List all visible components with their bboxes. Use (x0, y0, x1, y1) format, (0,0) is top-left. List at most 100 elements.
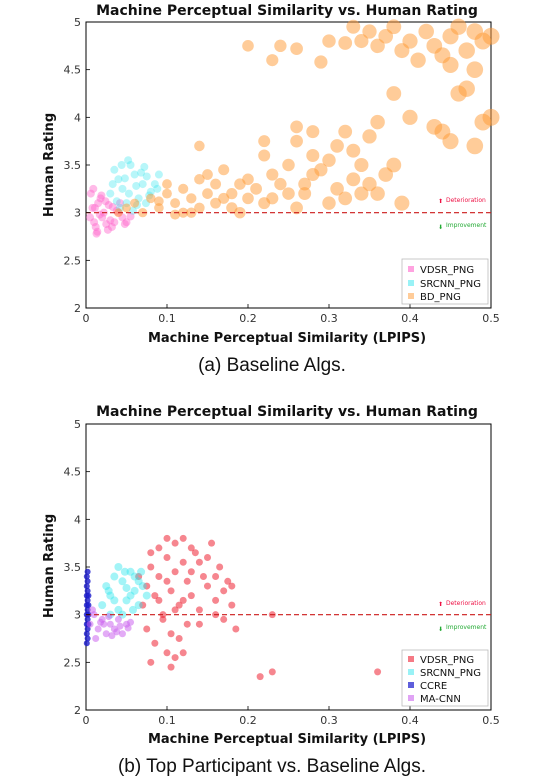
point-vdsr-png-36 (179, 649, 187, 657)
y-tick-label-0: 2 (74, 302, 81, 315)
point-bd-png-53 (322, 196, 336, 210)
point-srcnn-png-5 (126, 161, 135, 169)
point-bd-png-73 (178, 183, 189, 194)
point-srcnn-png-14 (140, 162, 149, 171)
point-vdsr-png-2 (147, 563, 155, 571)
ticks-a: 0 0.1 0.2 0.3 0.4 0.5 2 2.5 3 3.5 4 4.5 5 (64, 16, 500, 325)
point-bd-png-98 (266, 192, 279, 205)
point-vdsr-png-19 (216, 563, 224, 571)
point-bd-png-91 (194, 140, 205, 152)
point-bd-png-99 (290, 201, 303, 215)
point-vdsr-png-31 (175, 635, 183, 642)
point-vdsr-png-35 (171, 654, 179, 662)
point-bd-png-41 (306, 148, 320, 162)
point-ccre-6 (83, 583, 90, 590)
point-vdsr-png-22 (228, 601, 236, 609)
arrow-down-icon: ⬇ (438, 224, 443, 231)
point-srcnn-png-1 (114, 175, 123, 184)
point-srcnn-png-26 (117, 161, 126, 169)
point-srcnn-png-0 (98, 601, 107, 610)
x-axis-label-b: Machine Perceptual Similarity (LPIPS) (148, 732, 426, 747)
point-ccre-7 (83, 573, 90, 580)
point-vdsr-png-10 (179, 558, 187, 566)
y-axis-label-b: Human Rating (42, 514, 57, 618)
legend-swatch-srcnn-b (408, 669, 414, 675)
point-ccre-8 (84, 635, 91, 642)
point-vdsr-png-11 (93, 227, 102, 236)
y-tick-label-3: 3.5 (64, 561, 82, 574)
point-ma-cnn-19 (127, 618, 135, 626)
point-vdsr-png-32 (183, 620, 191, 628)
point-bd-png-26 (314, 55, 328, 69)
point-vdsr-png-38 (167, 663, 175, 671)
point-srcnn-png-4 (114, 605, 123, 614)
point-ma-cnn-0 (86, 620, 94, 628)
point-vdsr-png-23 (232, 625, 240, 633)
legend-label-ccre-b: CCRE (420, 681, 447, 692)
point-vdsr-png-34 (163, 649, 171, 657)
y-tick-label-2: 3 (74, 609, 81, 622)
point-ma-cnn-8 (118, 630, 126, 638)
point-vdsr-png-53 (195, 558, 203, 566)
point-vdsr-png-41 (374, 668, 382, 676)
point-bd-png-69 (130, 198, 140, 208)
point-bd-png-62 (186, 193, 197, 204)
point-bd-png-36 (402, 109, 418, 125)
marks-b (83, 534, 382, 681)
x-tick-label-0: 0 (83, 714, 90, 727)
legend-swatch-bd-a (408, 293, 414, 299)
x-tick-label-4: 0.4 (401, 312, 419, 325)
point-bd-png-14 (394, 43, 410, 59)
point-vdsr-png-28 (120, 220, 129, 229)
point-bd-png-74 (194, 174, 205, 185)
point-vdsr-png-0 (86, 213, 95, 222)
point-ma-cnn-14 (88, 606, 96, 614)
x-tick-label-0: 0 (83, 312, 90, 325)
point-srcnn-png-17 (126, 591, 135, 600)
point-bd-png-1 (362, 24, 377, 39)
point-bd-png-19 (354, 34, 369, 49)
point-srcnn-png-4 (118, 184, 127, 193)
point-bd-png-72 (162, 179, 172, 189)
point-vdsr-png-45 (143, 625, 151, 633)
point-ma-cnn-7 (114, 615, 122, 623)
point-vdsr-png-54 (212, 573, 220, 581)
point-vdsr-png-46 (155, 596, 163, 604)
annotation-deterioration-b: Deterioration (446, 600, 486, 607)
point-ma-cnn-17 (113, 628, 121, 636)
point-vdsr-png-1 (143, 582, 151, 590)
point-srcnn-png-14 (130, 572, 139, 581)
point-bd-png-100 (338, 191, 353, 206)
point-bd-png-67 (146, 193, 156, 204)
point-vdsr-png-14 (195, 606, 203, 614)
point-bd-png-83 (330, 182, 344, 196)
point-bd-png-97 (234, 178, 246, 190)
y-tick-label-5: 4.5 (64, 466, 82, 479)
point-srcnn-png-19 (142, 591, 151, 600)
point-bd-png-82 (306, 168, 320, 182)
point-srcnn-png-20 (104, 586, 113, 595)
point-bd-png-8 (450, 18, 467, 35)
point-bd-png-52 (370, 186, 385, 201)
point-vdsr-png-27 (97, 191, 106, 200)
point-bd-png-79 (250, 182, 262, 195)
chart-title-b: Machine Perceptual Similarity vs. Human … (96, 404, 478, 420)
point-vdsr-png-43 (195, 620, 203, 628)
point-vdsr-png-6 (163, 553, 171, 561)
x-tick-label-3: 0.3 (320, 714, 338, 727)
y-tick-label-2: 3 (74, 207, 81, 220)
point-vdsr-png-25 (126, 212, 135, 221)
point-vdsr-png-47 (171, 606, 179, 614)
point-bd-png-21 (322, 34, 336, 48)
point-ccre-13 (84, 587, 91, 594)
arrow-down-icon: ⬇ (438, 626, 443, 633)
point-srcnn-png-10 (146, 187, 155, 196)
y-tick-label-5: 4.5 (64, 64, 82, 77)
legend-a: VDSR_PNG SRCNN_PNG BD_PNG (401, 258, 489, 305)
point-vdsr-png-17 (208, 539, 216, 547)
point-srcnn-png-7 (110, 165, 119, 174)
x-tick-label-3: 0.3 (320, 312, 338, 325)
point-bd-png-3 (386, 19, 402, 35)
point-ma-cnn-4 (102, 630, 110, 638)
point-ccre-1 (83, 630, 90, 637)
